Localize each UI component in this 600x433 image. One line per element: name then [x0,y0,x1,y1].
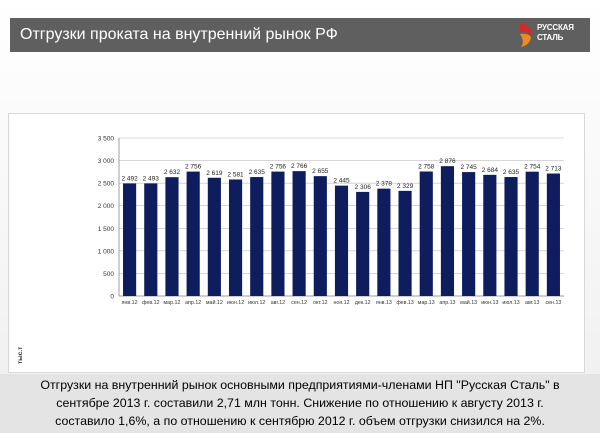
header-bar: Отгрузки проката на внутренний рынок РФ … [10,18,590,52]
y-tick-label: 2 500 [98,181,115,188]
y-tick-label: 1 500 [98,226,115,233]
bar [356,191,370,296]
x-tick-label: сен.12 [291,300,307,306]
russian-steel-logo: РУССКАЯ СТАЛЬ [518,21,582,49]
y-tick-label: 2 000 [98,203,115,210]
bar [398,190,412,296]
data-label: 2 492 [121,176,138,183]
bar [419,171,433,296]
data-label: 2 329 [397,183,414,190]
data-label: 2 713 [545,166,562,173]
data-label: 2 445 [333,178,350,185]
x-tick-label: фев.12 [142,300,160,306]
x-tick-label: июл.13 [502,300,519,306]
x-tick-label: мар.12 [164,300,181,306]
data-label: 2 632 [164,169,181,176]
data-label: 2 655 [312,168,329,175]
data-label: 2 635 [503,169,520,176]
data-label: 2 758 [418,163,435,170]
y-tick-label: 1 000 [98,248,115,255]
bar [483,174,497,296]
caption-line2: сентябре 2013 г. составили 2,71 млн тонн… [56,396,544,410]
bar [186,171,200,296]
caption-line1: Отгрузки на внутренний рынок основными п… [40,378,560,392]
bar [250,177,264,296]
y-axis-label: тыс.т [17,347,24,364]
data-label: 2 766 [291,163,308,170]
bar [271,171,285,296]
x-tick-label: авг.12 [271,300,285,306]
x-tick-label: янв.12 [122,300,138,306]
logo-line1: РУССКАЯ [537,23,574,32]
data-label: 2 619 [206,170,223,177]
x-tick-label: дек.12 [355,300,371,306]
x-tick-label: окт.12 [313,300,328,306]
y-tick-label: 500 [103,271,114,278]
y-tick-label: 0 [110,294,114,301]
logo-text: РУССКАЯ СТАЛЬ [537,23,583,43]
data-label: 2 745 [461,164,478,171]
x-tick-label: июл.12 [248,300,265,306]
data-label: 2 876 [439,158,456,165]
y-tick-label: 3 500 [98,136,115,143]
logo-line2: СТАЛЬ [537,33,564,42]
bar [292,171,306,296]
x-tick-label: май.12 [206,299,223,306]
data-label: 2 635 [249,169,266,176]
bar [334,185,349,296]
x-tick-label: фев.13 [396,300,414,306]
data-label: 2 756 [185,164,202,171]
x-tick-label: мар.13 [418,300,435,306]
x-tick-label: июн.13 [481,300,498,306]
bar [377,188,391,296]
data-label: 2 754 [524,164,541,171]
bar [123,183,137,296]
page-title: Отгрузки проката на внутренний рынок РФ [20,26,338,43]
data-label: 2 378 [376,181,393,188]
caption-box: Отгрузки на внутренний рынок основными п… [0,374,600,433]
logo-mark-icon [520,23,532,47]
bar [440,166,455,296]
bar [313,176,327,296]
y-tick-label: 3 000 [98,158,115,165]
bar [228,179,243,296]
x-tick-label: май.13 [460,299,477,306]
bar [165,177,179,296]
bar [525,171,539,296]
bar [207,177,221,296]
data-label: 2 756 [270,164,287,171]
bar [546,173,560,296]
x-tick-label: апр.12 [185,300,201,306]
bar-chart: 0 500 1 000 1 500 2 000 2 500 3 000 3 500 2 492 я… [17,136,564,364]
bar [144,183,158,296]
x-tick-label: янв.13 [376,300,392,306]
data-label: 2 684 [482,167,499,174]
chart-container: 0 500 1 000 1 500 2 000 2 500 3 000 3 500 2 492 я… [8,113,585,373]
x-tick-label: апр.13 [439,300,455,306]
x-tick-label: июн.12 [227,300,244,306]
bar [504,177,518,296]
x-tick-label: ноя.12 [333,300,349,306]
data-label: 2 493 [143,175,160,182]
data-label: 2 581 [227,171,244,178]
x-tick-label: авг.13 [525,300,539,306]
data-label: 2 306 [355,184,372,191]
x-tick-label: сен.13 [545,300,561,306]
caption-line3: составило 1,6%, а по отношению к сентябр… [55,414,545,428]
bar [462,172,476,296]
